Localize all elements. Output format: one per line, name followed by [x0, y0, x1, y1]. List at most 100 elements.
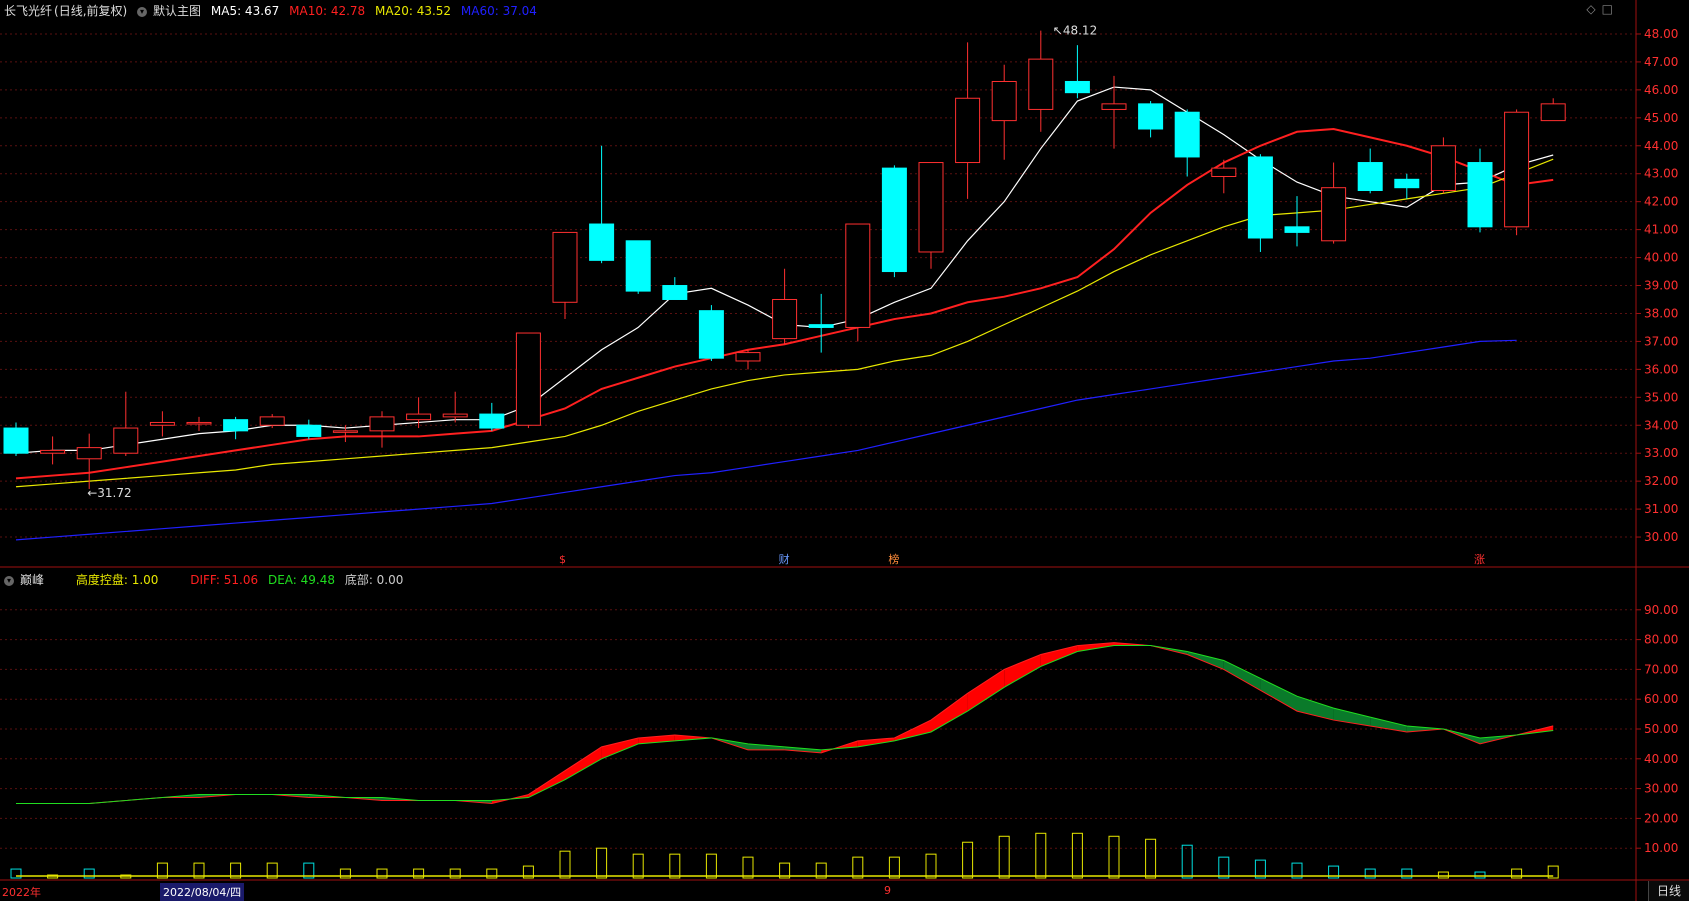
price-tick-label: 34.00	[1644, 418, 1678, 432]
indicator-bar	[1071, 832, 1083, 879]
price-tick-label: 38.00	[1644, 306, 1678, 320]
candle-body	[76, 447, 102, 460]
price-tick-label: 39.00	[1644, 279, 1678, 293]
candle-body	[1321, 187, 1347, 242]
indicator-band	[565, 746, 602, 780]
price-tick-label: 48.00	[1644, 27, 1678, 41]
indicator-name[interactable]: 巅峰	[20, 573, 45, 587]
indicator-band	[1406, 726, 1444, 732]
candle-body	[808, 324, 834, 328]
candle-body	[552, 231, 578, 303]
price-tick-label: 33.00	[1644, 446, 1678, 460]
candle-body	[223, 419, 249, 432]
candle-body	[149, 421, 175, 426]
period-button[interactable]: 日线	[1648, 881, 1689, 901]
window-controls[interactable]: ◇ □	[1586, 2, 1619, 16]
dea-line	[16, 645, 1554, 804]
candle-body	[1101, 103, 1127, 110]
candle-body	[113, 427, 139, 454]
indicator-bar	[1511, 868, 1523, 879]
diamond-icon[interactable]: ◇	[1586, 2, 1596, 16]
candle-body	[1064, 80, 1090, 94]
indicator-bar	[1328, 865, 1340, 879]
indicator-bar	[632, 853, 644, 879]
candle-body	[515, 332, 541, 426]
price-tick-label: 41.00	[1644, 223, 1678, 237]
high-price-label: ↖48.12	[1053, 24, 1097, 38]
indicator-bar	[888, 856, 900, 879]
price-tick-label: 45.00	[1644, 111, 1678, 125]
indicator-bar	[1437, 871, 1449, 879]
indicator-header: ▾ 巅峰 高度控盘: 1.00 DIFF: 51.06 DEA: 49.48 底部…	[4, 571, 409, 588]
indicator-bar	[156, 862, 168, 879]
candle-body	[1247, 156, 1273, 239]
indicator-band	[931, 693, 968, 732]
candle-body	[259, 416, 285, 426]
price-tick-label: 42.00	[1644, 195, 1678, 209]
indicator-bar	[559, 850, 571, 879]
ma10-label: MA10: 42.78	[289, 4, 366, 18]
candle-body	[3, 427, 29, 454]
indicator-tick-label: 70.00	[1644, 662, 1678, 676]
indicator-band	[674, 734, 712, 741]
indicator-band	[1223, 660, 1261, 691]
ma60-label: MA60: 37.04	[460, 4, 537, 18]
indicator-tick-label: 40.00	[1644, 752, 1678, 766]
candle-body	[735, 352, 761, 362]
indicator-bar	[1254, 859, 1266, 879]
candle-body	[1394, 178, 1420, 189]
candle-body	[1540, 103, 1566, 122]
candle-body	[406, 413, 432, 421]
indicator-bar	[230, 862, 242, 879]
indicator-bar	[596, 847, 608, 879]
minimize-icon[interactable]: □	[1601, 2, 1613, 16]
indicator-band	[1370, 717, 1407, 732]
indicator-bar	[705, 853, 717, 879]
candle-body	[479, 413, 505, 429]
candle-body	[772, 298, 798, 340]
month-mark: 9	[884, 884, 891, 897]
indicator-bar	[449, 868, 461, 879]
event-tag: 涨	[1474, 553, 1485, 566]
template-name[interactable]: 默认主图	[153, 4, 202, 18]
candle-body	[662, 285, 688, 300]
price-tick-label: 44.00	[1644, 139, 1678, 153]
main-chart-header: 长飞光纤 (日线,前复权) ▾ 默认主图 MA5: 43.67 MA10: 42.7…	[4, 2, 543, 19]
low-price-label: ←31.72	[87, 486, 131, 500]
event-tag: $	[559, 553, 566, 566]
indicator-bar	[1145, 838, 1157, 879]
indicator-tick-label: 80.00	[1644, 633, 1678, 647]
indicator-bar	[1108, 835, 1120, 879]
price-tick-label: 36.00	[1644, 362, 1678, 376]
indicator-band	[1040, 645, 1078, 667]
price-tick-label: 43.00	[1644, 167, 1678, 181]
indicator-band	[1260, 678, 1297, 712]
candle-body	[332, 430, 358, 433]
indicator-bar	[303, 862, 315, 879]
ma20-label: MA20: 43.52	[375, 4, 452, 18]
indicator-bar	[339, 868, 351, 879]
date-cursor: 2022/08/04/四	[160, 883, 245, 901]
stock-name[interactable]: 长飞光纤	[4, 4, 53, 18]
indicator-band	[967, 669, 1005, 712]
indicator-bar	[1181, 844, 1193, 879]
indicator-band	[784, 746, 822, 753]
candle-body	[698, 310, 724, 359]
indicator-bar	[852, 856, 864, 879]
collapse-icon[interactable]: ▾	[4, 575, 14, 586]
candle-body	[589, 223, 615, 261]
price-tick-label: 46.00	[1644, 83, 1678, 97]
indicator-bar	[998, 835, 1010, 879]
control-label: 高度控盘: 1.00	[75, 573, 159, 587]
indicator-band	[601, 737, 639, 759]
year-label: 2022年	[2, 886, 41, 899]
indicator-bar	[1401, 868, 1413, 879]
candle-body	[845, 223, 871, 328]
indicator-bar	[815, 862, 827, 879]
collapse-icon[interactable]: ▾	[137, 6, 148, 17]
candle-body	[296, 424, 322, 437]
price-tick-label: 47.00	[1644, 55, 1678, 69]
indicator-tick-label: 20.00	[1644, 811, 1678, 825]
indicator-band	[638, 734, 675, 744]
bottom-label: 底部: 0.00	[344, 573, 404, 587]
